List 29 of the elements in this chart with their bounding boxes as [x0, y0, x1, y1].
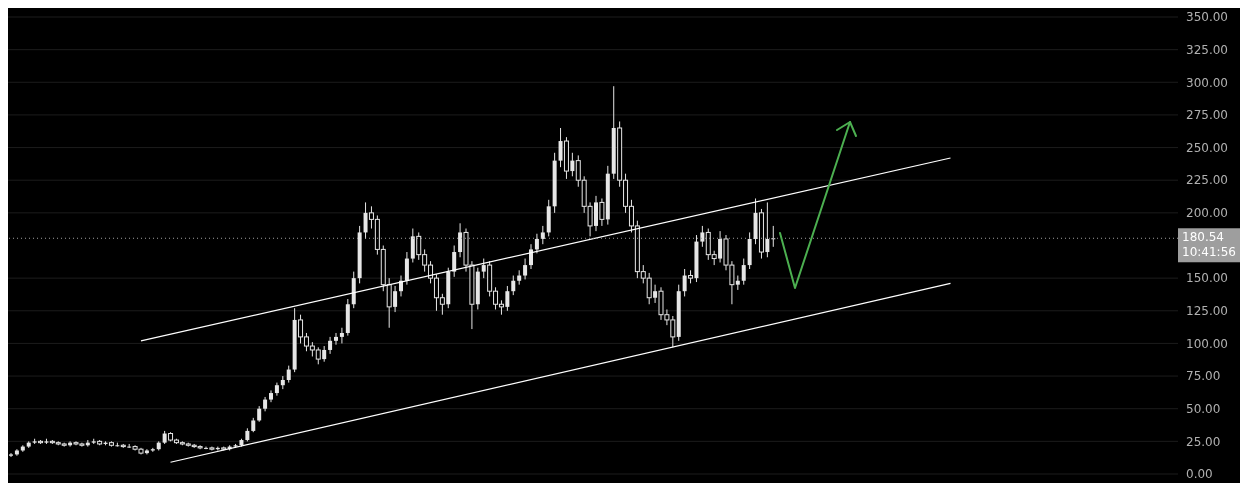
y-tick-label: 125.00 — [1186, 304, 1228, 319]
candlestick — [452, 245, 457, 278]
y-tick-label: 100.00 — [1186, 336, 1228, 351]
y-tick-label: 300.00 — [1186, 75, 1228, 90]
y-tick-label: 150.00 — [1186, 271, 1228, 286]
candlestick — [328, 336, 333, 355]
candlestick — [529, 243, 533, 270]
candlestick — [534, 233, 539, 254]
candlestick — [334, 332, 338, 346]
candlestick — [523, 258, 528, 280]
candlestick — [700, 225, 705, 248]
candlestick — [404, 251, 409, 286]
candlestick — [511, 275, 516, 296]
y-tick-label: 350.00 — [1186, 10, 1228, 25]
candlestick — [540, 225, 545, 245]
y-tick-label: 275.00 — [1186, 108, 1228, 123]
y-tick-label: 325.00 — [1186, 42, 1228, 57]
y-tick-label: 0.00 — [1186, 467, 1213, 482]
candlestick — [741, 258, 746, 286]
candlestick — [9, 452, 13, 458]
ref-line-label: 180.54 — [1182, 230, 1224, 245]
y-tick-label: 50.00 — [1186, 401, 1221, 416]
text: 10:41:56 — [1182, 245, 1236, 260]
y-tick-label: 200.00 — [1186, 206, 1228, 221]
y-tick-label: 225.00 — [1186, 173, 1228, 188]
y-tick-label: 25.00 — [1186, 434, 1221, 449]
y-tick-label: 250.00 — [1186, 140, 1228, 155]
y-tick-label: 75.00 — [1186, 369, 1221, 384]
candlestick — [339, 327, 344, 344]
